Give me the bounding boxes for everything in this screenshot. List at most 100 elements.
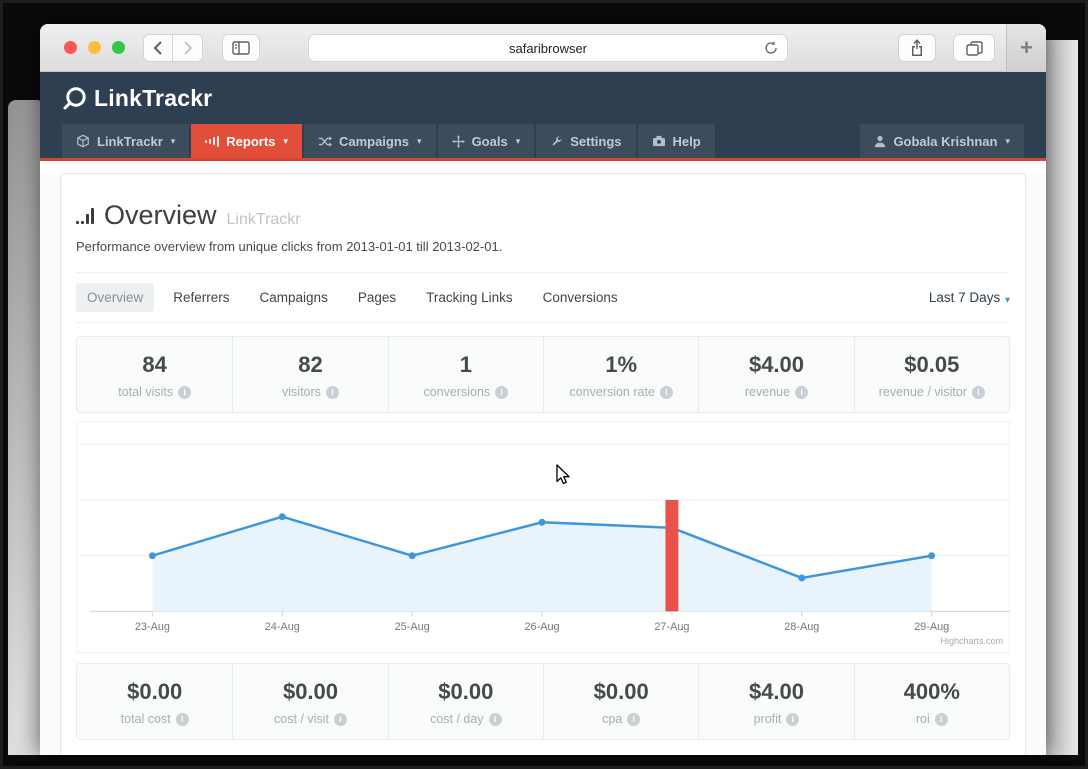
stat-total-cost: $0.00 total cost i: [77, 664, 232, 739]
svg-text:25-Aug: 25-Aug: [395, 621, 430, 633]
back-button[interactable]: [143, 34, 173, 62]
camera-icon: [652, 135, 666, 147]
page-content: Overview LinkTrackr Performance overview…: [40, 173, 1046, 755]
nav-item-reports[interactable]: Reports ▾: [191, 124, 302, 158]
caret-down-icon: ▾: [170, 137, 176, 147]
overview-bars-icon: [76, 207, 94, 224]
nav-label: Campaigns: [338, 133, 410, 149]
caret-down-icon: ▾: [515, 137, 521, 147]
info-icon[interactable]: i: [971, 385, 985, 399]
stat-conversions: 1 conversions i: [387, 337, 543, 412]
nav-label: Help: [672, 133, 701, 149]
info-icon[interactable]: i: [333, 712, 347, 726]
nav-item-linktrackr[interactable]: LinkTrackr ▾: [62, 124, 190, 158]
area-chart[interactable]: 23-Aug 24-Aug 25-Aug 26-Aug 27-Aug 28-Aug 29-A…: [77, 422, 1013, 652]
info-icon[interactable]: i: [934, 712, 948, 726]
show-tabs-button[interactable]: [953, 34, 995, 62]
info-icon[interactable]: i: [325, 385, 339, 399]
info-icon[interactable]: i: [488, 712, 502, 726]
nav-item-help[interactable]: Help: [637, 124, 715, 158]
share-button[interactable]: [898, 34, 936, 62]
date-range-label: Last 7 Days: [928, 290, 1001, 305]
page-header: Overview LinkTrackr Performance overview…: [76, 174, 1010, 273]
tab-campaigns[interactable]: Campaigns: [259, 290, 328, 305]
new-tab-button[interactable]: +: [1006, 24, 1046, 72]
stat-visitors: 82 visitors i: [232, 337, 387, 412]
nav-item-campaigns[interactable]: Campaigns ▾: [303, 124, 436, 158]
caret-down-icon: ▾: [1005, 137, 1010, 147]
date-range-selector[interactable]: Last 7 Days ▾: [928, 290, 1010, 306]
share-icon: [912, 39, 922, 56]
content-card: Overview LinkTrackr Performance overview…: [60, 173, 1026, 755]
stats-row-bottom: $0.00 total cost i $0.00 cost / visit i $0…: [76, 663, 1010, 740]
stat-cpa: $0.00 cpa i: [542, 664, 698, 739]
stat-cost-per-visit: $0.00 cost / visit i: [232, 664, 387, 739]
background-window-edge-right: [1046, 40, 1078, 755]
brand-logo[interactable]: LinkTrackr: [62, 85, 212, 112]
minimize-window-button[interactable]: [88, 41, 101, 54]
stat-cost-per-day: $0.00 cost / day i: [387, 664, 543, 739]
info-icon[interactable]: i: [786, 712, 800, 726]
info-icon[interactable]: i: [178, 385, 192, 399]
tab-tracking-links[interactable]: Tracking Links: [426, 290, 513, 305]
svg-text:27-Aug: 27-Aug: [654, 621, 689, 633]
wrench-icon: [550, 135, 563, 148]
tab-referrers[interactable]: Referrers: [173, 290, 230, 305]
info-icon[interactable]: i: [627, 712, 641, 726]
tab-conversions[interactable]: Conversions: [542, 290, 618, 305]
svg-text:24-Aug: 24-Aug: [265, 621, 300, 633]
visits-chart: 23-Aug 24-Aug 25-Aug 26-Aug 27-Aug 28-Aug 29-A…: [76, 421, 1010, 653]
tab-pages[interactable]: Pages: [357, 290, 397, 305]
chevron-right-icon: [183, 41, 192, 55]
user-icon: [874, 135, 886, 148]
sidebar-icon: [232, 41, 250, 55]
address-bar-url: safaribrowser: [508, 40, 588, 56]
user-menu[interactable]: Gobala Krishnan ▾: [860, 124, 1024, 158]
bar-chart-icon: [205, 133, 220, 150]
stat-revenue: $4.00 revenue i: [698, 337, 853, 412]
sidebar-toggle-button[interactable]: [222, 34, 260, 62]
background-window-edge-left: [8, 100, 40, 755]
nav-label: Settings: [570, 133, 622, 149]
reload-button[interactable]: [764, 40, 778, 61]
stats-row-top: 84 total visits i 82 visitors i 1 conversi…: [76, 336, 1010, 413]
caret-down-icon: ▾: [417, 137, 422, 147]
plus-icon: +: [1020, 35, 1033, 60]
page-title: Overview: [104, 200, 217, 230]
info-icon[interactable]: i: [795, 385, 809, 399]
stat-roi: 400% roi i: [853, 664, 1009, 739]
svg-text:29-Aug: 29-Aug: [914, 621, 949, 633]
page-title-suffix: LinkTrackr: [226, 211, 301, 228]
nav-label: Reports: [226, 133, 276, 149]
cube-icon: [76, 134, 90, 148]
close-window-button[interactable]: [64, 41, 77, 54]
reload-icon: [765, 41, 777, 54]
stat-profit: $4.00 profit i: [698, 664, 853, 739]
zoom-window-button[interactable]: [112, 41, 125, 54]
address-bar[interactable]: safaribrowser: [308, 34, 788, 62]
svg-text:23-Aug: 23-Aug: [135, 621, 170, 633]
linktrackr-logo-icon: [63, 87, 86, 110]
stat-revenue-per-visitor: $0.05 revenue / visitor i: [853, 337, 1009, 412]
caret-down-icon: ▾: [1004, 295, 1010, 306]
caret-down-icon: ▾: [283, 137, 288, 147]
user-name: Gobala Krishnan: [893, 133, 998, 149]
browser-window: safaribrowser + LinkTrackr: [40, 24, 1046, 755]
info-icon[interactable]: i: [175, 712, 189, 726]
brand-name: LinkTrackr: [94, 84, 213, 111]
nav-label: LinkTrackr: [97, 133, 163, 149]
info-icon[interactable]: i: [659, 385, 673, 399]
main-nav: LinkTrackr ▾ Reports ▾ Campaigns ▾ Goals…: [40, 124, 1046, 161]
chevron-left-icon: [153, 41, 162, 55]
svg-text:28-Aug: 28-Aug: [784, 621, 819, 633]
chart-credit[interactable]: Highcharts.com: [940, 636, 1003, 646]
svg-text:26-Aug: 26-Aug: [524, 621, 559, 633]
nav-item-goals[interactable]: Goals ▾: [437, 124, 535, 158]
forward-button[interactable]: [173, 34, 203, 62]
nav-item-settings[interactable]: Settings: [536, 124, 636, 158]
shuffle-icon: [318, 135, 332, 148]
tab-overview[interactable]: Overview: [76, 283, 155, 312]
site-header: LinkTrackr: [40, 72, 1046, 124]
info-icon[interactable]: i: [495, 385, 509, 399]
